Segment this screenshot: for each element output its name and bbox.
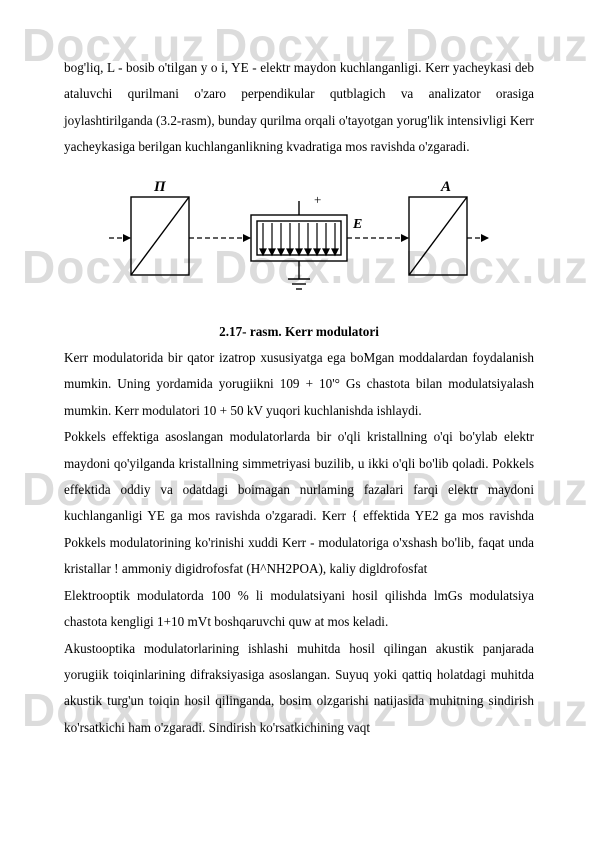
plus-label: + (314, 192, 321, 207)
arrowhead (243, 234, 251, 242)
label-e: Е (352, 217, 362, 232)
paragraph-3: Pokkels effektiga asoslangan modulatorla… (64, 424, 534, 582)
paragraph-2: Kerr modulatorida bir qator izatrop xusu… (64, 345, 534, 424)
paragraph-5: Akustooptika modulatorlarining ishlashi … (64, 636, 534, 742)
arrowhead (123, 234, 131, 242)
paragraph-4: Elektrooptik modulatorda 100 % li modula… (64, 583, 534, 636)
arrowhead (481, 234, 489, 242)
right-polarizer-diagonal (409, 197, 467, 275)
left-polarizer-diagonal (131, 197, 189, 275)
label-a: А (440, 179, 451, 195)
page-content: bog'liq, L - bosib o'tilgan y о i, YE - … (64, 55, 534, 741)
figure-kerr-modulator: П А + Е (64, 179, 534, 309)
figure-caption: 2.17- rasm. Kerr modulatori (64, 319, 534, 345)
arrowhead (401, 234, 409, 242)
field-arrows (260, 223, 338, 255)
label-p: П (153, 179, 167, 195)
paragraph-1: bog'liq, L - bosib o'tilgan y о i, YE - … (64, 55, 534, 161)
